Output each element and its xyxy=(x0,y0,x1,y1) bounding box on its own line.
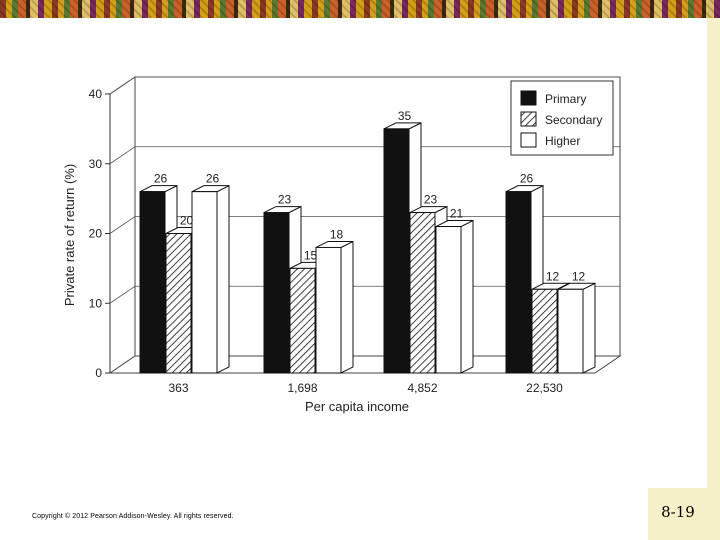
bar-higher xyxy=(557,288,584,374)
decorative-banner xyxy=(0,0,720,18)
legend-label-higher: Higher xyxy=(545,134,580,148)
slide-number-box xyxy=(648,488,720,540)
bar-secondary xyxy=(289,267,316,374)
legend-swatch-secondary xyxy=(520,111,537,127)
y-tick-label: 0 xyxy=(95,366,102,380)
bar-side xyxy=(460,219,474,374)
legend-label-primary: Primary xyxy=(545,92,586,106)
x-tick-label: 363 xyxy=(168,381,188,395)
legend-label-secondary: Secondary xyxy=(545,113,602,127)
bar-primary xyxy=(263,212,290,374)
data-label: 23 xyxy=(278,193,292,207)
y-axis-label: Private rate of return (%) xyxy=(62,164,77,306)
legend-swatch-higher xyxy=(520,132,537,148)
x-tick-label: 1,698 xyxy=(287,381,317,395)
bar-secondary xyxy=(531,288,558,374)
bar-side xyxy=(582,282,596,374)
gridline-side xyxy=(109,216,136,234)
data-label: 20 xyxy=(180,214,194,228)
bar-higher xyxy=(191,191,218,374)
data-label: 26 xyxy=(154,172,168,186)
data-label: 21 xyxy=(450,207,464,221)
data-label: 26 xyxy=(206,172,220,186)
y-tick-label: 30 xyxy=(89,157,103,171)
bar-higher xyxy=(315,246,342,374)
bar-primary xyxy=(383,128,410,374)
bar-side xyxy=(340,240,354,374)
data-label: 12 xyxy=(546,269,560,283)
gridline-side xyxy=(109,76,136,95)
x-axis-label: Per capita income xyxy=(305,399,409,414)
data-label: 18 xyxy=(330,227,344,241)
chart-legend: Primary Secondary Higher xyxy=(510,80,614,156)
y-tick-label: 20 xyxy=(89,227,103,241)
bar-secondary xyxy=(165,233,192,374)
copyright-notice: Copyright © 2012 Pearson Addison-Wesley.… xyxy=(32,513,234,520)
data-label: 35 xyxy=(398,109,412,123)
y-tick-label: 10 xyxy=(89,296,103,310)
data-label: 23 xyxy=(424,193,438,207)
decorative-side-strip xyxy=(707,18,720,488)
chart-labels: 0 10 20 30 40 26 20 26 363 23 15 18 1,698 35 23 21 4,852… xyxy=(62,87,585,414)
chart-bars xyxy=(139,122,596,374)
bar-side xyxy=(216,184,230,374)
gridline-side xyxy=(109,146,136,165)
bar-secondary xyxy=(409,212,436,374)
x-tick-label: 4,852 xyxy=(407,381,437,395)
gridline-side xyxy=(109,285,136,304)
x-tick-label: 22,530 xyxy=(526,381,563,395)
bar-higher xyxy=(435,226,462,374)
bar-primary xyxy=(505,191,532,374)
data-label: 15 xyxy=(304,248,318,262)
y-tick-label: 40 xyxy=(89,87,103,101)
data-label: 26 xyxy=(520,172,534,186)
bar-primary xyxy=(139,191,166,374)
decorative-banner-pattern xyxy=(0,0,720,18)
data-label: 12 xyxy=(572,269,586,283)
slide-number: 8-19 xyxy=(661,503,695,521)
legend-swatch-primary xyxy=(520,90,537,106)
